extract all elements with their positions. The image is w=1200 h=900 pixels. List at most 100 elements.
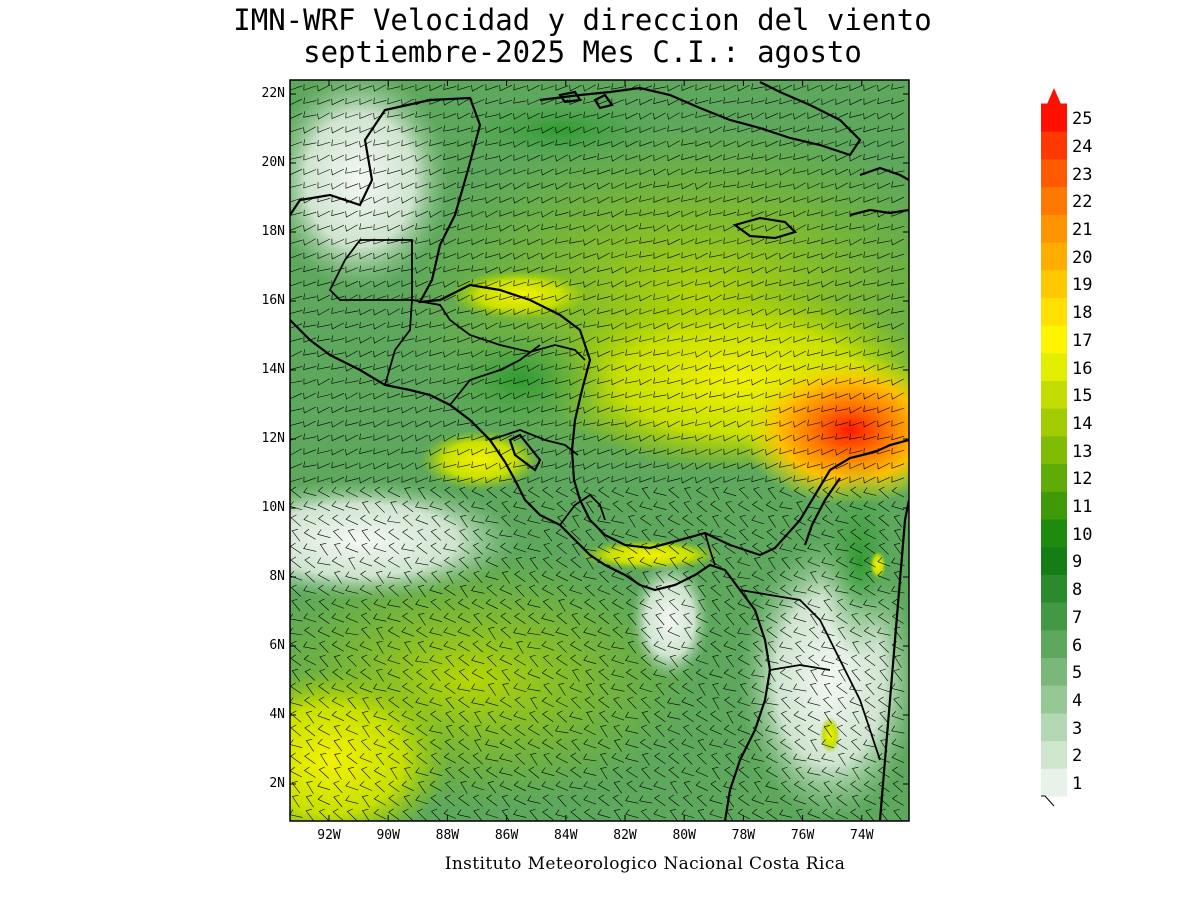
wind-barb [373,654,387,665]
wind-barb [639,223,653,230]
wind-barb [625,308,639,316]
wind-barb [681,767,695,777]
wind-barb [738,766,750,779]
wind-barb [639,378,652,386]
longitude-label: 82W [613,828,637,843]
wind-barb [681,266,695,273]
wind-barb [611,224,624,232]
wind-barb [626,542,638,554]
colorbar-swatch [1041,297,1067,326]
wind-barb [667,462,681,470]
wind-barb [583,640,596,652]
wind-barb [360,766,371,779]
wind-barb [655,514,665,528]
wind-barb [401,543,415,552]
wind-barb [429,224,443,232]
wind-barb [361,654,371,667]
wind-barb [444,780,455,793]
wind-barb [667,125,681,132]
wind-barb [891,598,904,610]
wind-barb [879,668,889,682]
wind-barb [667,420,680,428]
wind-barb [387,224,401,232]
wind-barb [571,738,581,752]
wind-barb [751,475,765,483]
wind-barb [471,238,485,246]
wind-barb [723,377,737,384]
wind-barb [681,599,695,608]
wind-barb [597,321,611,328]
wind-barb [387,556,400,568]
wind-barb [443,514,456,526]
wind-barb [542,710,554,722]
wind-barb [557,514,567,528]
wind-barb [345,640,359,651]
wind-barb [765,210,779,217]
wind-barb [457,336,471,343]
wind-barb [569,336,583,344]
wind-barb [317,126,331,133]
wind-barb [303,433,317,440]
wind-barb [653,168,666,176]
wind-barb [667,570,680,582]
wind-barb [290,195,303,203]
wind-barb [387,419,401,427]
wind-barb [345,571,359,580]
colorbar-label: 5 [1072,663,1083,684]
wind-barb [724,752,735,765]
wind-barb [639,419,653,427]
wind-barb [821,655,835,664]
wind-barb [639,84,653,91]
wind-barb [653,669,667,678]
wind-barb [555,475,569,483]
wind-barb [709,196,723,203]
wind-barb [877,571,891,581]
wind-barb [331,392,345,400]
wind-barb [401,350,414,358]
wind-barb [458,542,470,554]
wind-barb [387,182,401,190]
wind-barb [443,364,457,371]
wind-barb [865,570,875,584]
wind-barb [821,349,835,357]
wind-barb [542,794,554,807]
wind-barb [696,556,707,569]
wind-barb [457,154,471,161]
wind-barb [485,349,499,357]
wind-barb [541,738,554,750]
wind-barb [639,795,653,804]
wind-barb [317,557,331,566]
wind-barb [667,279,681,287]
wind-barb [723,252,737,259]
wind-barb [583,321,597,328]
wind-barb [739,683,748,696]
wind-barb [374,500,385,513]
wind-barb [359,419,373,427]
wind-barb [835,209,849,217]
wind-barb [611,419,625,426]
wind-barb [499,475,513,482]
wind-barb [835,433,849,440]
wind-barb [499,112,513,120]
wind-barb [765,308,778,316]
axis-ticks [290,80,909,821]
wind-barb [317,626,331,637]
wind-barb [641,528,651,542]
wind-barb [387,97,401,105]
wind-barb [737,265,751,273]
wind-barb [373,766,386,778]
wind-barb [485,139,499,146]
wind-barb [360,612,371,625]
wind-barb [499,238,513,246]
wind-barb [709,626,723,637]
wind-barb [709,724,723,735]
wind-barb [501,808,510,821]
wind-barb [835,279,849,287]
wind-barb [891,350,905,358]
wind-barb [598,696,610,709]
wind-barb [751,167,765,174]
wind-barb [597,462,611,469]
wind-barb [304,668,316,681]
wind-barb [292,795,300,808]
wind-barb [877,364,891,371]
